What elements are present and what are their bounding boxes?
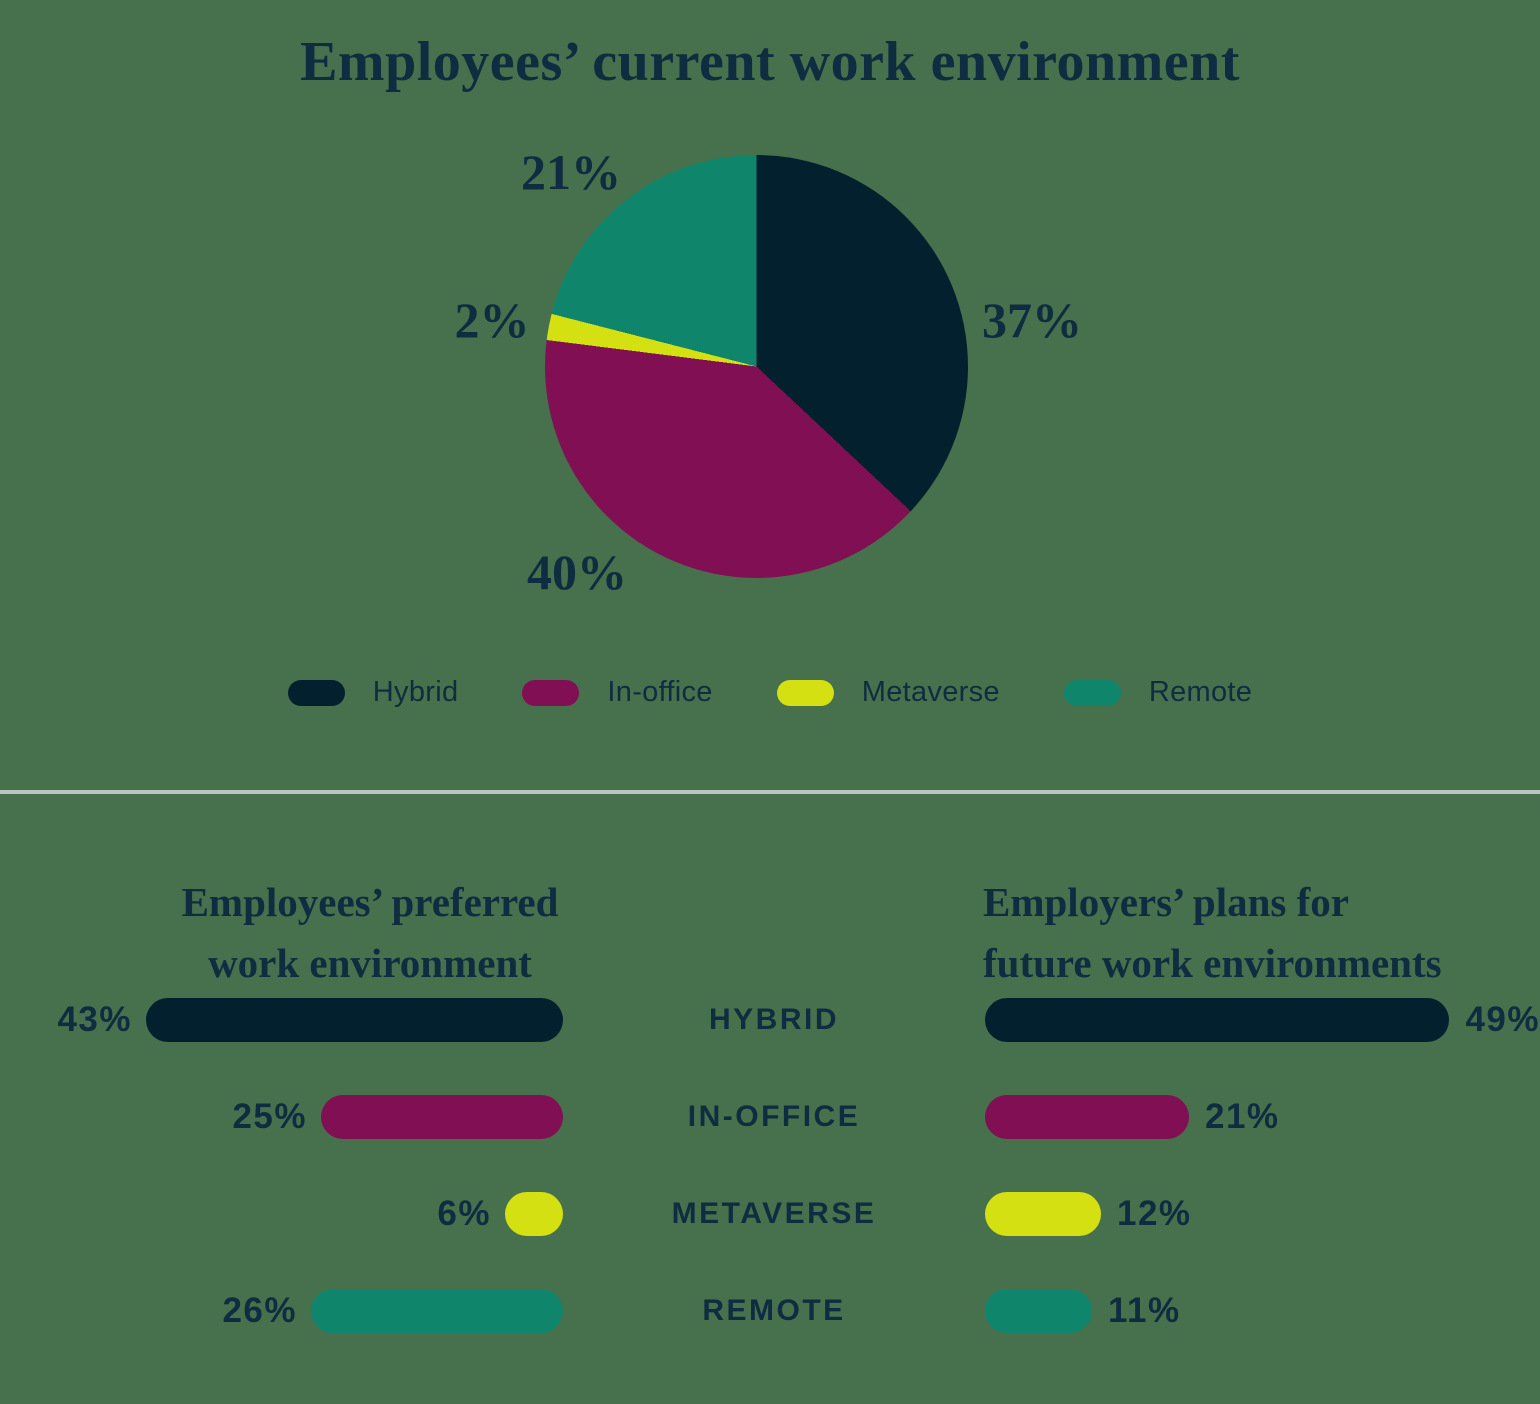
right-bar-value: 49% [1465, 1000, 1540, 1039]
pie [545, 155, 968, 578]
pie-label-metaverse: 2% [454, 292, 530, 348]
section-divider [0, 790, 1540, 794]
right-bar-cell: 12% [985, 1192, 1540, 1236]
left-bar [505, 1192, 563, 1236]
right-bar-cell: 11% [985, 1289, 1540, 1333]
right-bar [985, 1289, 1092, 1333]
right-bar [985, 1095, 1189, 1139]
right-bar [985, 998, 1450, 1042]
left-bar-cell: 6% [0, 1192, 563, 1236]
legend-item-remote: Remote [1063, 676, 1253, 709]
category-label-in-office: IN-OFFICE [687, 1100, 861, 1133]
legend-swatch-hybrid [287, 679, 345, 706]
legend-item-metaverse: Metaverse [776, 676, 1000, 709]
bar-chart-titles: Employees’ preferred work environment Em… [0, 794, 1540, 998]
left-title-line1: Employees’ preferred [181, 879, 559, 925]
left-bar-value: 6% [437, 1194, 491, 1233]
legend-label-in-office: In-office [607, 676, 713, 708]
category-label-metaverse: METAVERSE [671, 1197, 877, 1230]
right-bar-chart-title: Employers’ plans for future work environ… [983, 872, 1523, 994]
bar-row-in-office: 25% IN-OFFICE 21% [0, 1095, 1540, 1139]
right-bar-cell: 49% [985, 998, 1540, 1042]
left-bar-value: 25% [232, 1097, 307, 1136]
pie-chart: 37% 40% 2% 21% [0, 144, 1540, 600]
legend-item-hybrid: Hybrid [287, 676, 459, 709]
legend-label-metaverse: Metaverse [861, 676, 1000, 708]
category-label-hybrid: HYBRID [708, 1003, 839, 1036]
left-bar-cell: 26% [0, 1289, 563, 1333]
legend-swatch-remote [1063, 679, 1121, 706]
right-bar-cell: 21% [985, 1095, 1540, 1139]
category-label-remote: REMOTE [702, 1294, 846, 1327]
left-bar [321, 1095, 563, 1139]
legend-swatch-metaverse [776, 679, 834, 706]
bar-row-remote: 26% REMOTE 11% [0, 1289, 1540, 1333]
legend-label-remote: Remote [1148, 676, 1253, 708]
left-bar-cell: 25% [0, 1095, 563, 1139]
left-bar [146, 998, 563, 1042]
right-title-line2: future work environments [983, 940, 1442, 986]
pie-chart-title: Employees’ current work environment [300, 31, 1240, 93]
left-bar-cell: 43% [0, 998, 563, 1042]
legend-swatch-in-office [522, 679, 580, 706]
left-bar-chart-title: Employees’ preferred work environment [120, 872, 620, 994]
legend-label-hybrid: Hybrid [372, 676, 459, 708]
pie-label-in-office: 40% [527, 544, 627, 600]
pie-label-hybrid: 37% [982, 292, 1082, 348]
left-bar [311, 1289, 563, 1333]
bar-charts-section: Employees’ preferred work environment Em… [0, 794, 1540, 1333]
pie-label-remote: 21% [521, 144, 621, 200]
right-bar-value: 11% [1108, 1291, 1181, 1330]
bar-row-hybrid: 43% HYBRID 49% [0, 998, 1540, 1042]
left-bar-value: 26% [222, 1291, 297, 1330]
right-bar-value: 12% [1117, 1194, 1192, 1233]
right-bar [985, 1192, 1101, 1236]
right-bar-value: 21% [1205, 1097, 1280, 1136]
right-title-line1: Employers’ plans for [983, 879, 1349, 925]
pie-chart-section: Employees’ current work environment 37% … [0, 30, 1540, 709]
left-title-line2: work environment [208, 940, 532, 986]
pie-legend: Hybrid In-office Metaverse Remote [0, 676, 1540, 709]
left-bar-value: 43% [57, 1000, 132, 1039]
bar-row-metaverse: 6% METAVERSE 12% [0, 1192, 1540, 1236]
legend-item-in-office: In-office [522, 676, 712, 709]
infographic-page: { "page": { "background_color": "#47704D… [0, 30, 1540, 1404]
